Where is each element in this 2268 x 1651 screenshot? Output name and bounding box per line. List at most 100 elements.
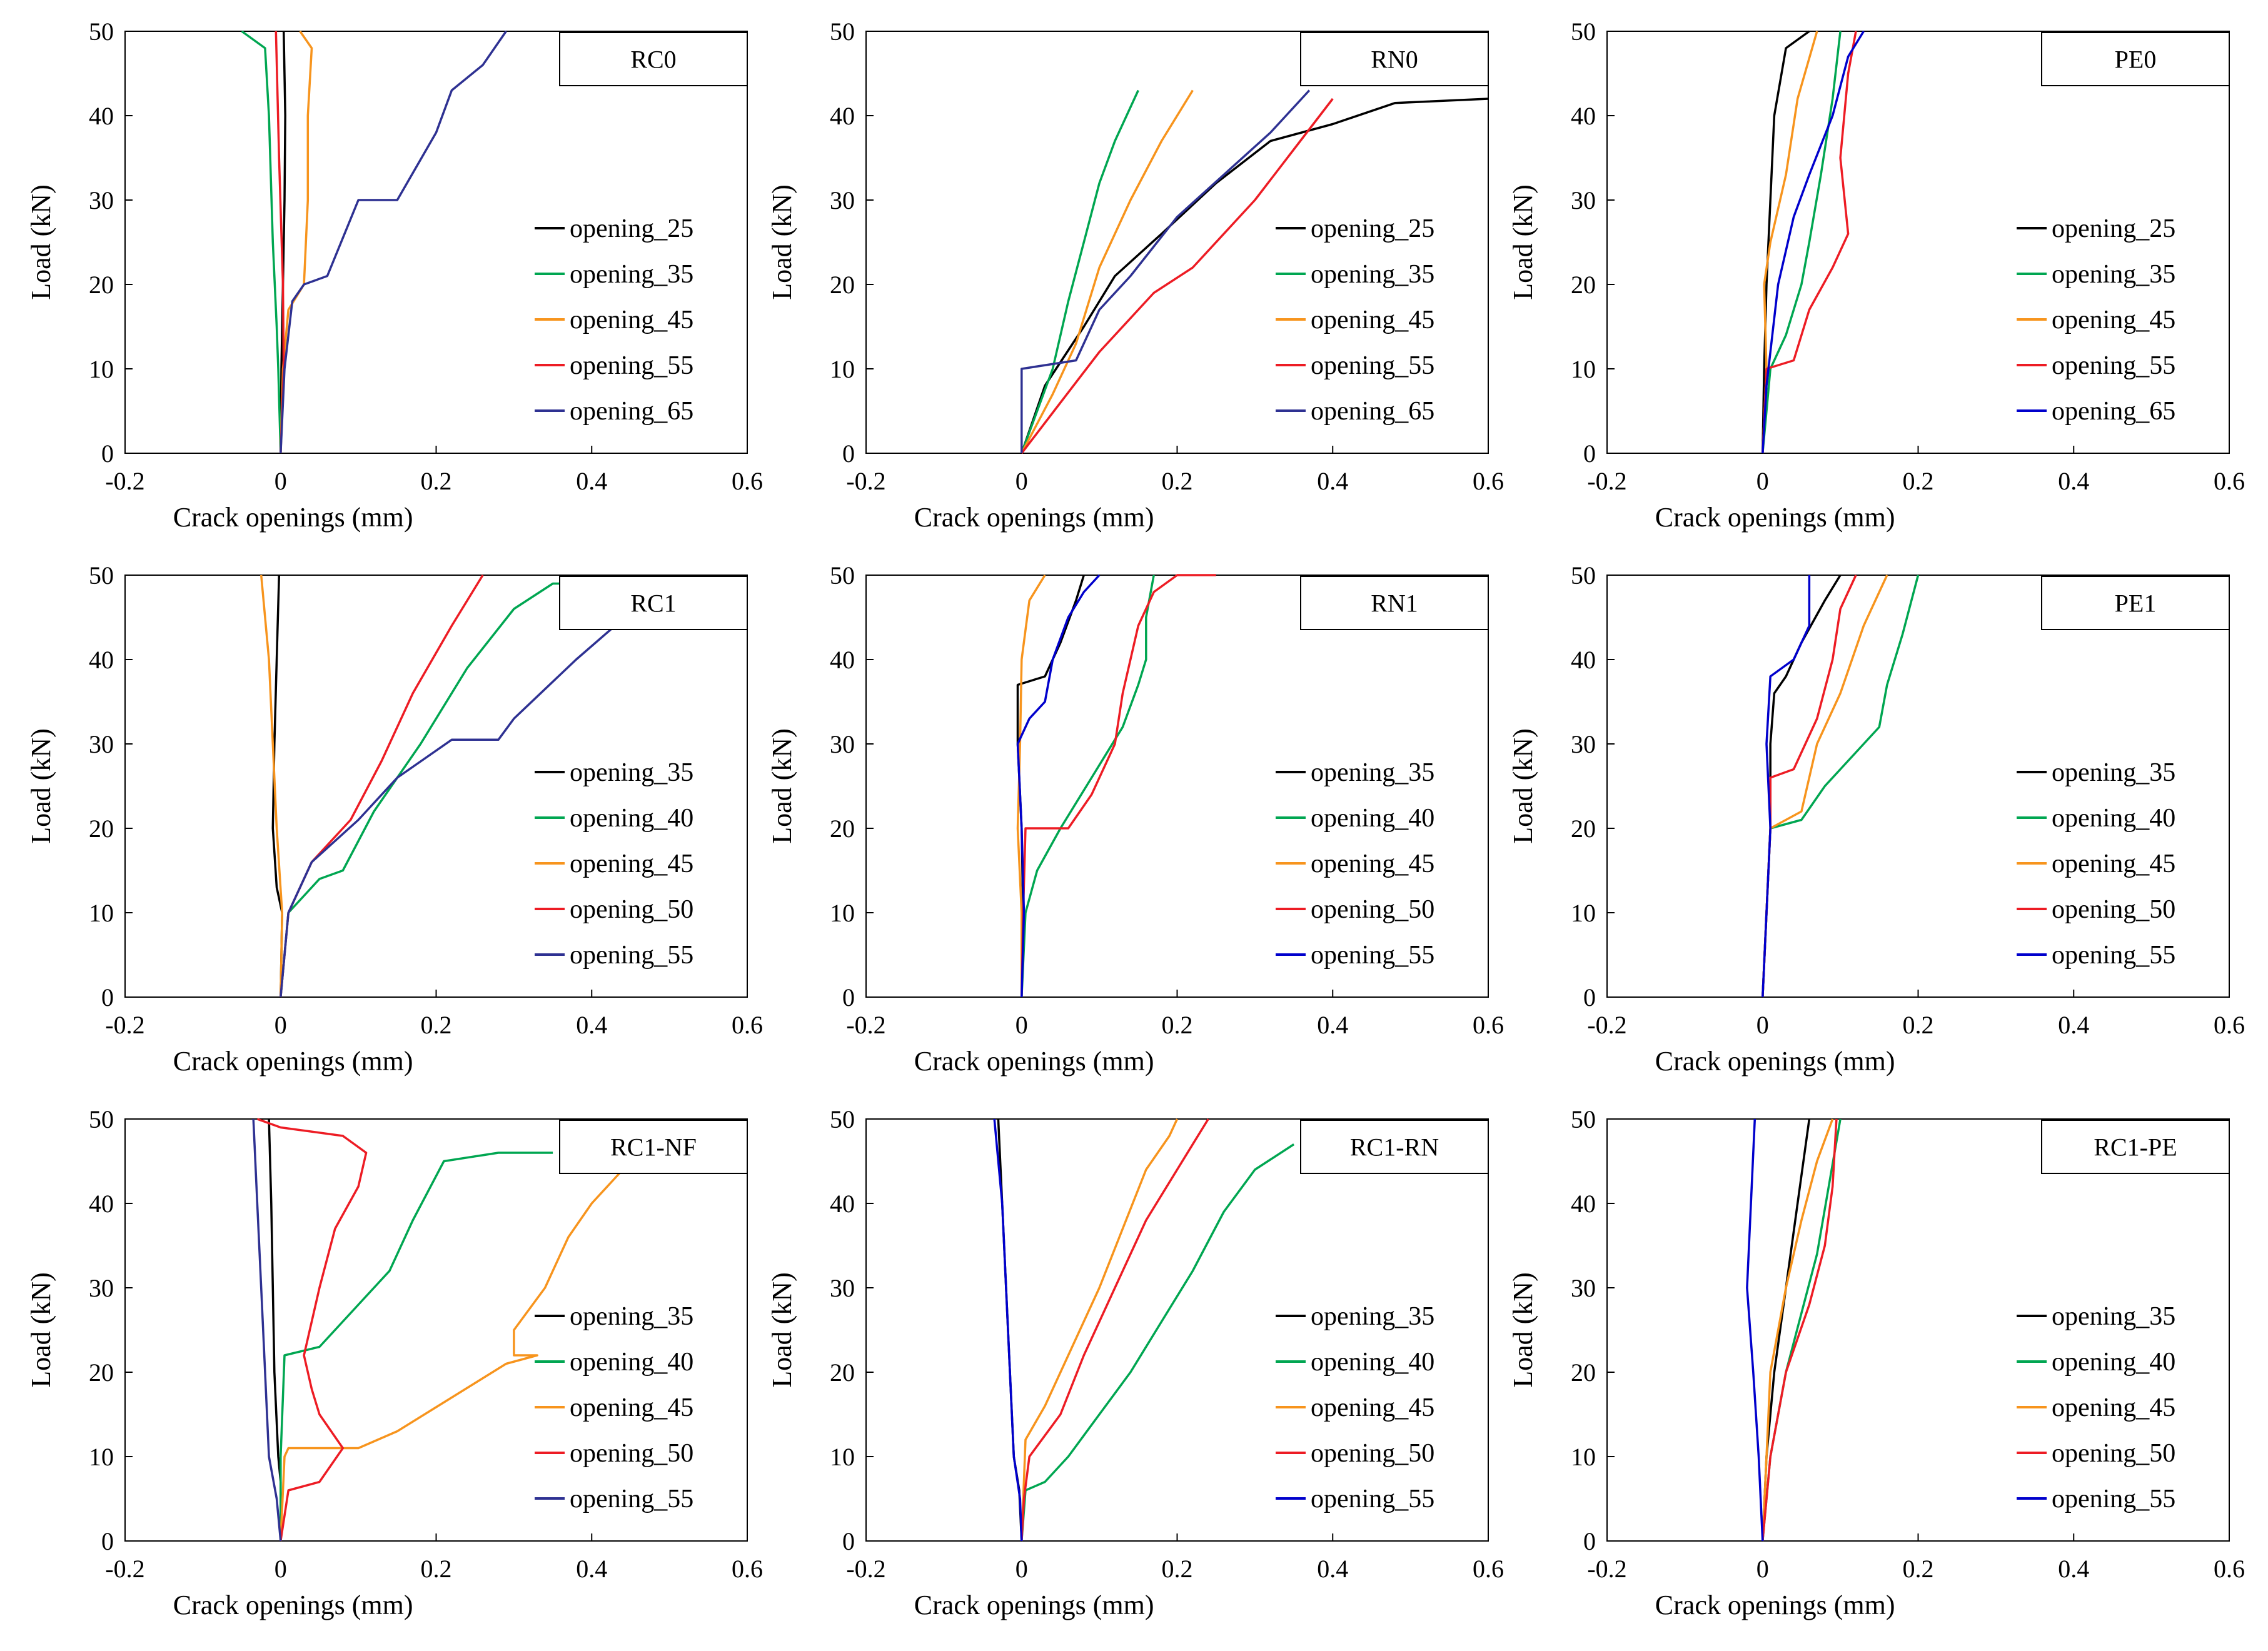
legend-label: opening_40 [570,1348,693,1377]
chart-title: RN1 [1371,590,1418,618]
x-tick-label: 0.4 [2058,1011,2089,1039]
x-tick-label: 0.4 [576,467,607,495]
chart-title: RC1 [630,590,676,618]
x-tick-label: 0.6 [1473,1011,1504,1039]
x-tick-label: -0.2 [1587,467,1626,495]
y-tick-label: 30 [830,1274,855,1302]
x-tick-label: 0.4 [1317,467,1348,495]
y-tick-label: 40 [89,102,114,130]
legend-label: opening_35 [2052,758,2175,787]
legend-label: opening_40 [1311,804,1434,833]
x-tick-label: 0.4 [2058,467,2089,495]
legend-label: opening_55 [2052,351,2175,380]
series-line-opening-35 [1016,575,1085,998]
series-line-opening-65 [1021,89,1311,453]
x-tick-label: -0.2 [846,467,885,495]
x-tick-label: 0 [1016,1555,1028,1583]
chart-title: RC1-RN [1350,1133,1439,1162]
legend-label: opening_65 [1311,397,1434,426]
legend-label: opening_55 [1311,941,1434,970]
x-tick-label: 0 [1756,1011,1769,1039]
x-axis-label: Crack openings (mm) [173,502,413,533]
x-axis-label: Crack openings (mm) [1655,502,1895,533]
chart-title-box [1300,1120,1489,1174]
x-tick-label: 0.4 [1317,1555,1348,1583]
chart-title-box [1300,576,1489,630]
legend-label: opening_35 [2052,260,2175,289]
series-line-opening-40 [280,1152,553,1541]
legend-label: opening_55 [570,941,693,970]
y-tick-label: 40 [830,102,855,130]
y-axis-label: Load (kN) [26,1272,56,1388]
chart-title: RC1-PE [2094,1133,2177,1162]
series-line-opening-35 [241,30,282,454]
x-tick-label: -0.2 [846,1555,885,1583]
chart-title-box [1300,32,1489,86]
y-axis-label: Load (kN) [767,728,797,844]
series-line-opening-25 [1021,98,1489,454]
legend-label: opening_55 [570,351,693,380]
series-line-opening-45 [260,575,283,998]
y-tick-label: 10 [89,355,114,383]
legend-label: opening_35 [570,758,693,787]
y-tick-label: 10 [1571,1443,1596,1471]
series-line-opening-65 [1761,31,1865,454]
y-axis-label: Load (kN) [1508,184,1538,300]
series-line-opening-35 [1761,575,1842,998]
x-tick-label: 0.6 [2214,467,2245,495]
y-tick-label: 50 [830,1105,855,1133]
legend-label: opening_45 [570,1393,693,1422]
legend-label: opening_50 [2052,895,2175,924]
series-line-opening-55 [280,625,616,998]
series-line-opening-45 [280,1168,624,1542]
x-tick-label: 0.6 [2214,1011,2245,1039]
x-axis-label: Crack openings (mm) [914,1046,1154,1076]
y-tick-label: 30 [89,1274,114,1302]
legend-label: opening_45 [2052,1393,2175,1422]
y-tick-label: 10 [830,355,855,383]
chart-title: RC0 [630,46,676,74]
x-tick-label: -0.2 [1587,1011,1626,1039]
series-line-opening-45 [1021,89,1194,454]
y-tick-label: 40 [1571,1190,1596,1218]
y-tick-label: 10 [1571,355,1596,383]
series-line-opening-35 [1761,31,1842,454]
series-line-opening-55 [1761,31,1857,454]
x-tick-label: 0.6 [1473,467,1504,495]
y-axis-label: Load (kN) [767,1272,797,1388]
y-tick-label: 20 [830,271,855,299]
chart-title-box [559,576,748,630]
legend-label: opening_45 [1311,850,1434,878]
series-line-opening-50 [280,575,484,998]
x-tick-label: 0.4 [1317,1011,1348,1039]
legend-label: opening_35 [2052,1302,2175,1331]
x-tick-label: 0.2 [1162,1555,1193,1583]
y-tick-label: 40 [1571,646,1596,674]
y-tick-label: 0 [1583,983,1596,1011]
y-tick-label: 50 [89,1105,114,1133]
series-line-opening-45 [1761,1118,1834,1542]
x-tick-label: 0.2 [1162,1011,1193,1039]
legend-label: opening_45 [570,306,693,334]
y-tick-label: 40 [830,1190,855,1218]
y-tick-label: 50 [1571,561,1596,590]
legend-label: opening_50 [2052,1439,2175,1468]
series-line-opening-55 [1746,1118,1764,1542]
y-tick-label: 20 [1571,815,1596,843]
legend-label: opening_35 [1311,260,1434,289]
legend-label: opening_45 [1311,1393,1434,1422]
y-tick-label: 0 [1583,1527,1596,1555]
y-tick-label: 40 [89,646,114,674]
x-tick-label: 0.2 [1903,1011,1934,1039]
y-tick-label: 20 [89,271,114,299]
y-tick-label: 40 [830,646,855,674]
x-axis-label: Crack openings (mm) [914,502,1154,533]
legend-label: opening_55 [2052,941,2175,970]
series-line-opening-55 [993,1118,1023,1542]
legend-label: opening_35 [1311,758,1434,787]
chart-title-box [2041,1120,2230,1174]
legend-label: opening_35 [1311,1302,1434,1331]
